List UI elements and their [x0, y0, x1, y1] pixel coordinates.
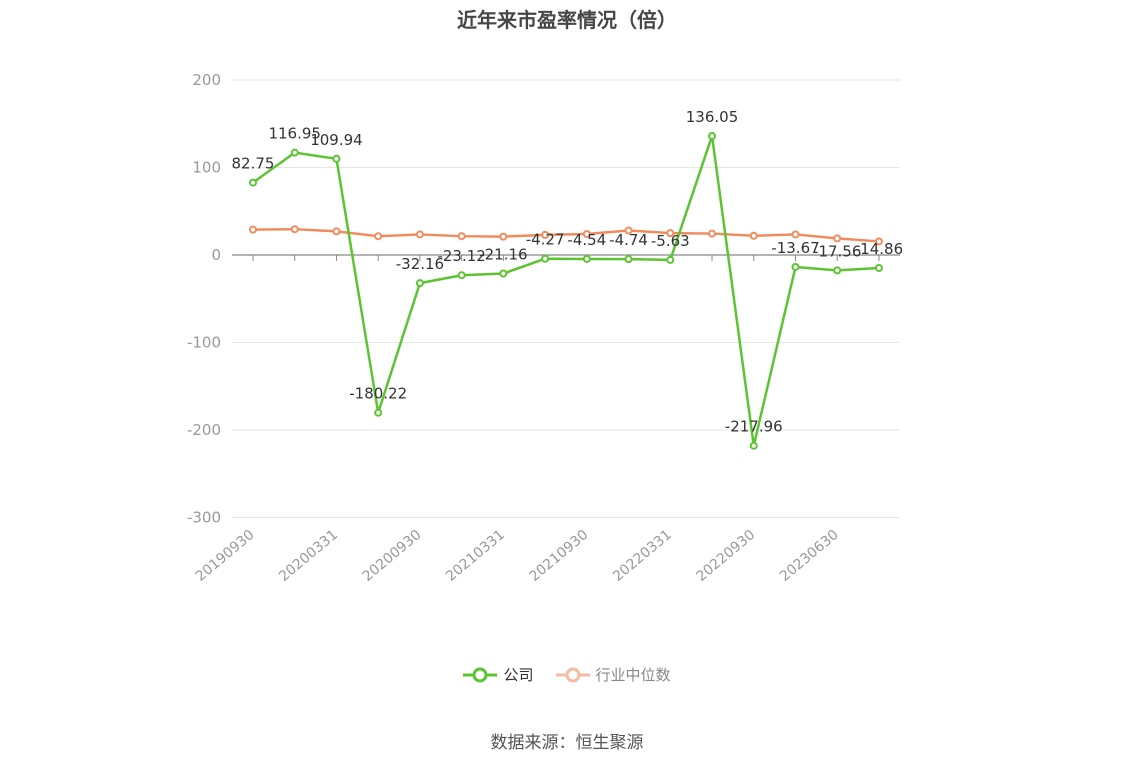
data-label: -217.96 — [725, 418, 783, 436]
point-company — [791, 262, 800, 271]
point-company — [290, 148, 299, 157]
x-tick-label: 20190930 — [193, 527, 258, 585]
y-tick-label: -300 — [187, 509, 221, 527]
data-label: -180.22 — [349, 385, 407, 403]
y-tick-label: 100 — [192, 159, 221, 177]
x-tick-label: 20220331 — [610, 527, 675, 585]
series-line-industry — [252, 227, 880, 243]
point-industry — [708, 229, 717, 238]
x-tick-label: 20200331 — [276, 527, 341, 585]
point-company — [374, 408, 383, 417]
point-industry — [749, 231, 758, 240]
grid-lines — [232, 79, 900, 518]
point-industry — [791, 230, 800, 239]
legend-item-industry[interactable]: 行业中位数 — [555, 664, 671, 685]
data-label: 82.75 — [232, 155, 275, 173]
y-tick-label: -200 — [187, 421, 221, 439]
data-label: -32.16 — [396, 255, 444, 273]
legend-industry-icon — [555, 667, 590, 682]
data-label: -21.16 — [479, 246, 527, 264]
x-tick-label: 20210331 — [443, 527, 508, 585]
y-axis-ticks: 200 100 0 -100 -200 -300 — [187, 71, 221, 527]
point-company — [749, 441, 758, 450]
x-tick-label: 20230630 — [777, 527, 842, 585]
point-company — [457, 271, 466, 280]
legend-company-label: 公司 — [503, 666, 534, 684]
data-label: -4.54 — [567, 231, 606, 249]
point-industry — [582, 230, 591, 238]
legend: 公司 行业中位数 — [0, 664, 1134, 685]
series-lines — [249, 131, 883, 450]
data-label: -14.86 — [855, 240, 903, 258]
point-company — [624, 255, 633, 264]
point-industry — [374, 232, 383, 241]
point-company — [249, 178, 257, 187]
point-industry — [499, 232, 508, 241]
data-label: -4.27 — [526, 231, 565, 249]
data-label: -17.56 — [813, 242, 861, 260]
point-industry — [457, 232, 466, 241]
y-tick-label: 200 — [192, 71, 221, 89]
point-industry — [332, 227, 341, 236]
legend-company-icon — [463, 667, 498, 682]
point-industry — [666, 229, 675, 238]
point-company — [332, 154, 341, 163]
point-company — [708, 131, 717, 140]
data-label: -4.74 — [609, 231, 648, 249]
legend-industry-label: 行业中位数 — [595, 666, 671, 684]
chart-title: 近年来市盈率情况（倍） — [457, 8, 677, 32]
x-tick-label: 20210930 — [527, 527, 592, 585]
x-tick-label: 20220930 — [693, 527, 758, 585]
y-tick-label: 0 — [211, 246, 221, 264]
point-company — [415, 279, 424, 288]
series-line-company — [252, 134, 880, 447]
point-industry — [874, 237, 883, 246]
data-label: -5.63 — [651, 232, 690, 250]
point-industry — [624, 226, 633, 235]
y-tick-label: -100 — [187, 334, 221, 352]
point-company — [874, 264, 883, 273]
point-industry — [541, 230, 550, 239]
point-industry — [290, 225, 299, 234]
data-label: -23.12 — [437, 247, 485, 265]
data-label: 109.94 — [310, 131, 363, 149]
legend-item-company[interactable]: 公司 — [463, 664, 534, 685]
data-source: 数据来源：恒生聚源 — [490, 733, 644, 753]
point-company — [666, 255, 675, 264]
point-industry — [833, 234, 842, 243]
point-company — [541, 254, 550, 263]
x-tick-label: 20200930 — [360, 527, 425, 585]
data-label: 136.05 — [686, 108, 739, 126]
point-company — [499, 269, 508, 278]
point-company — [582, 254, 591, 263]
point-industry — [249, 225, 257, 234]
data-label: 116.95 — [268, 125, 321, 143]
point-industry — [415, 230, 424, 239]
point-company — [833, 266, 842, 275]
data-label: -13.67 — [771, 239, 819, 257]
